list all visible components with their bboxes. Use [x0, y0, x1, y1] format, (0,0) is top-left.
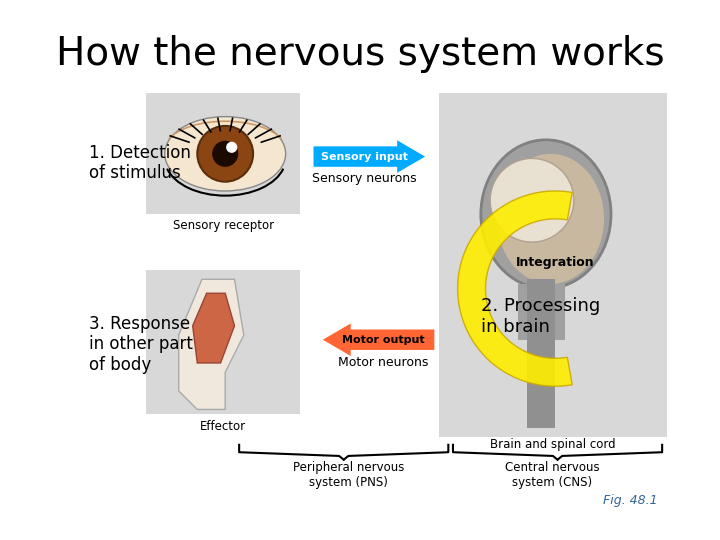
FancyBboxPatch shape: [146, 93, 300, 214]
Ellipse shape: [165, 117, 286, 191]
Circle shape: [226, 141, 238, 153]
Ellipse shape: [490, 158, 574, 242]
FancyBboxPatch shape: [518, 284, 564, 340]
Text: 2. Processing
in brain: 2. Processing in brain: [481, 297, 600, 336]
Text: Sensory neurons: Sensory neurons: [312, 172, 417, 185]
Circle shape: [212, 141, 238, 167]
Polygon shape: [458, 191, 572, 386]
Text: Motor output: Motor output: [342, 335, 425, 345]
Text: Sensory receptor: Sensory receptor: [173, 219, 274, 232]
Text: Brain and spinal cord: Brain and spinal cord: [490, 438, 616, 451]
Text: Fig. 48.1: Fig. 48.1: [603, 494, 657, 507]
Ellipse shape: [481, 140, 611, 288]
Text: Effector: Effector: [200, 420, 246, 433]
Polygon shape: [193, 293, 235, 363]
FancyBboxPatch shape: [146, 270, 300, 414]
FancyBboxPatch shape: [439, 93, 667, 437]
Ellipse shape: [497, 154, 604, 284]
Text: Sensory input: Sensory input: [321, 152, 408, 161]
FancyArrow shape: [313, 140, 425, 173]
Text: 3. Response
in other part
of body: 3. Response in other part of body: [89, 315, 192, 374]
Polygon shape: [179, 279, 244, 409]
Text: How the nervous system works: How the nervous system works: [55, 35, 665, 73]
FancyArrow shape: [323, 323, 434, 356]
Circle shape: [197, 126, 253, 181]
Text: Integration: Integration: [516, 256, 595, 269]
Text: Motor neurons: Motor neurons: [338, 356, 428, 369]
Text: 1. Detection
of stimulus: 1. Detection of stimulus: [89, 144, 190, 183]
Text: Central nervous
system (CNS): Central nervous system (CNS): [505, 461, 600, 489]
FancyBboxPatch shape: [527, 279, 555, 428]
Text: Peripheral nervous
system (PNS): Peripheral nervous system (PNS): [293, 461, 405, 489]
